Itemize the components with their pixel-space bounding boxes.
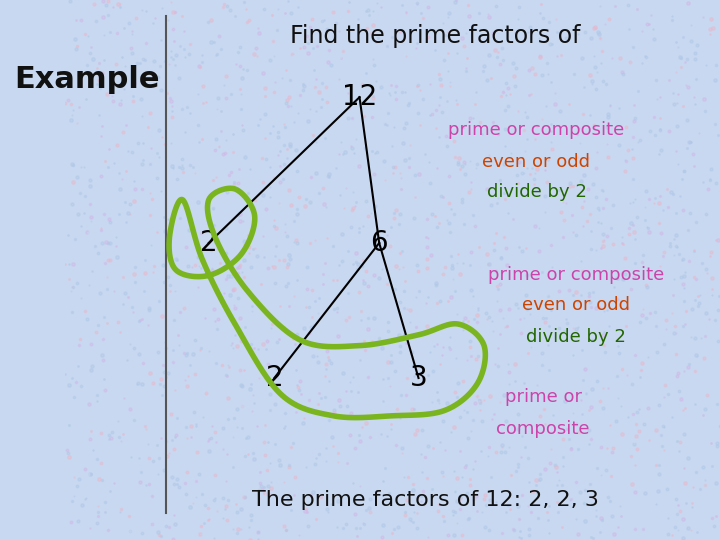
Text: 2: 2 — [200, 229, 217, 257]
Text: divide by 2: divide by 2 — [526, 328, 626, 347]
Text: prime or composite: prime or composite — [487, 266, 664, 285]
Text: The prime factors of 12: 2, 2, 3: The prime factors of 12: 2, 2, 3 — [251, 490, 598, 510]
Text: 3: 3 — [410, 364, 428, 392]
Text: prime or: prime or — [505, 388, 582, 406]
Text: divide by 2: divide by 2 — [487, 183, 586, 201]
Text: 12: 12 — [342, 83, 377, 111]
Text: 2: 2 — [266, 364, 283, 392]
Text: Find the prime factors of: Find the prime factors of — [289, 24, 580, 48]
Text: Example: Example — [14, 65, 160, 94]
Text: prime or composite: prime or composite — [449, 120, 625, 139]
Text: composite: composite — [496, 420, 590, 438]
Text: even or odd: even or odd — [522, 296, 630, 314]
Text: even or odd: even or odd — [482, 153, 590, 171]
Text: 6: 6 — [370, 229, 388, 257]
